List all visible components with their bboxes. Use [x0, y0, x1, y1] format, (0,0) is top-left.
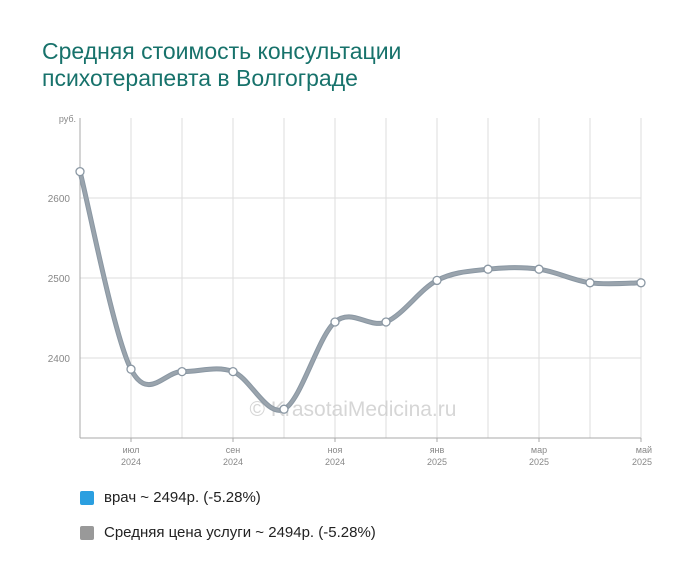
data-point: [381, 317, 391, 327]
chart-title-line-1: Средняя стоимость консультации: [42, 38, 402, 64]
legend-swatch-average: [80, 525, 94, 540]
x-tick-label-month: сен: [226, 445, 241, 455]
y-tick-label: 2500: [48, 274, 71, 285]
x-tick-label-month: янв: [430, 445, 445, 455]
data-point: [432, 275, 442, 286]
data-point: [483, 264, 493, 274]
x-tick-label-month: ноя: [328, 445, 343, 455]
data-point: [177, 366, 187, 377]
data-point: [330, 317, 340, 327]
series-line-doctor: [77, 169, 644, 413]
x-tick-label-year: 2025: [632, 457, 652, 467]
x-tick-label-year: 2024: [223, 457, 243, 467]
x-tick-label-month: мар: [531, 445, 547, 455]
x-tick-label-year: 2025: [529, 457, 549, 467]
legend-item-average[interactable]: Средняя цена услуги ~ 2494р. (-5.28%): [80, 524, 376, 541]
data-point: [228, 366, 238, 377]
y-tick-label: 2400: [48, 354, 71, 365]
data-point: [585, 278, 595, 288]
legend-item-doctor[interactable]: врач ~ 2494р. (-5.28%): [80, 489, 261, 506]
x-tick-label-year: 2024: [121, 457, 141, 467]
y-tick-label: 2600: [48, 194, 71, 205]
x-tick-label-month: май: [636, 445, 652, 455]
data-point: [75, 166, 85, 177]
series-line-average: [78, 170, 643, 412]
data-point: [636, 278, 646, 288]
data-point: [126, 364, 136, 374]
data-point: [534, 264, 544, 274]
y-axis-unit-label: руб.: [59, 114, 76, 124]
legend-label-doctor: врач ~ 2494р. (-5.28%): [104, 489, 261, 506]
chart-title-line-2: психотерапевта в Волгограде: [42, 65, 358, 91]
legend-label-average: Средняя цена услуги ~ 2494р. (-5.28%): [104, 524, 376, 541]
x-tick-label-year: 2024: [325, 457, 345, 467]
data-point: [279, 404, 289, 414]
x-tick-label-year: 2025: [427, 457, 447, 467]
x-tick-label-month: июл: [123, 445, 140, 455]
watermark: © KrasotaiMedicina.ru: [250, 398, 457, 421]
legend-swatch-doctor: [80, 490, 94, 505]
chart-title: Средняя стоимость консультации психотера…: [42, 38, 642, 92]
